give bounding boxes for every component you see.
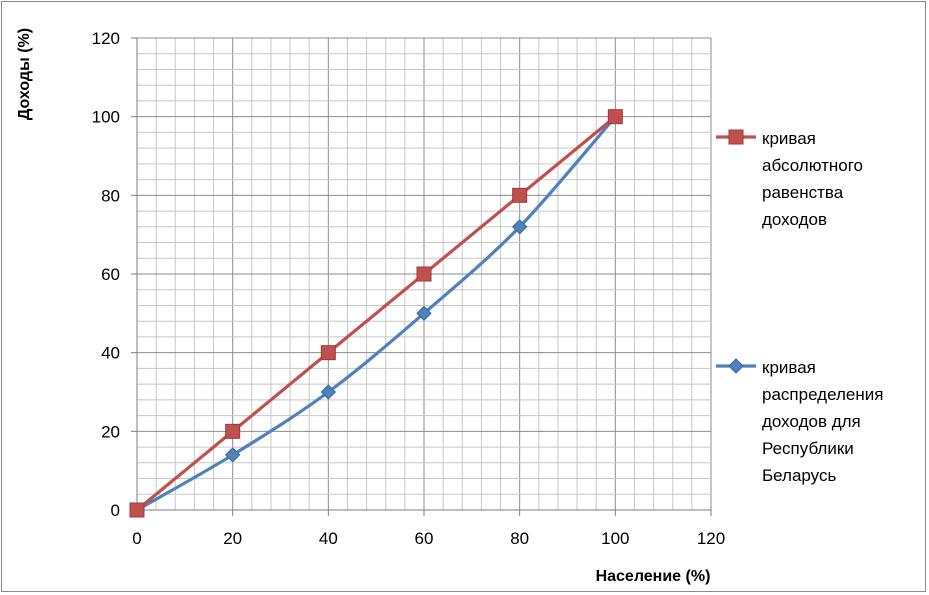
legend-label-line: доходов для [762, 412, 861, 431]
x-tick-label: 80 [510, 529, 529, 548]
legend-swatch-marker [728, 358, 744, 374]
y-tick-label: 60 [101, 265, 120, 284]
axes: 0 20 40 60 80 100 120 0 20 40 60 80 100 120 [92, 29, 726, 548]
y-tick-label: 80 [101, 186, 120, 205]
y-tick-label: 20 [101, 422, 120, 441]
data-point [320, 345, 336, 361]
x-tick-label: 60 [415, 529, 434, 548]
legend-label-line: доходов [762, 210, 827, 229]
x-tick-label: 20 [223, 529, 242, 548]
legend-label-line: Республики [762, 439, 854, 458]
y-tick-label: 120 [92, 29, 120, 48]
y-tick-label: 0 [111, 501, 120, 520]
data-point [320, 384, 337, 400]
data-point [224, 447, 241, 463]
series-layer [129, 108, 624, 518]
legend-entry-1: кривая абсолютного равенства доходов [716, 129, 863, 229]
data-point [512, 187, 528, 203]
data-point [416, 305, 432, 322]
x-tick-label: 100 [601, 529, 629, 548]
data-point [129, 502, 145, 518]
x-tick-label: 120 [697, 529, 725, 548]
x-tick-label: 0 [132, 529, 141, 548]
legend-label-line: кривая [762, 129, 816, 148]
legend-label-line: Беларусь [762, 466, 836, 485]
legend-label-line: распределения [762, 385, 883, 404]
data-point [607, 109, 623, 125]
data-point [511, 219, 528, 235]
legend-label-line: равенства [762, 183, 844, 202]
series-1 [129, 109, 623, 518]
series-line [135, 115, 617, 512]
legend-swatch-marker [728, 129, 744, 145]
data-point [225, 423, 241, 439]
x-tick-label: 40 [319, 529, 338, 548]
y-tick-label: 100 [92, 108, 120, 127]
x-axis-title: Население (%) [596, 568, 711, 585]
y-tick-label: 40 [101, 344, 120, 363]
legend-label-line: кривая [762, 358, 816, 377]
legend-entry-2: кривая распределения доходов для Республики… [716, 358, 883, 485]
y-axis-title: Доходы (%) [16, 28, 33, 120]
data-point [416, 266, 432, 282]
legend-label-line: абсолютного [762, 156, 863, 175]
legend: кривая абсолютного равенства доходов кривая р… [716, 129, 883, 485]
